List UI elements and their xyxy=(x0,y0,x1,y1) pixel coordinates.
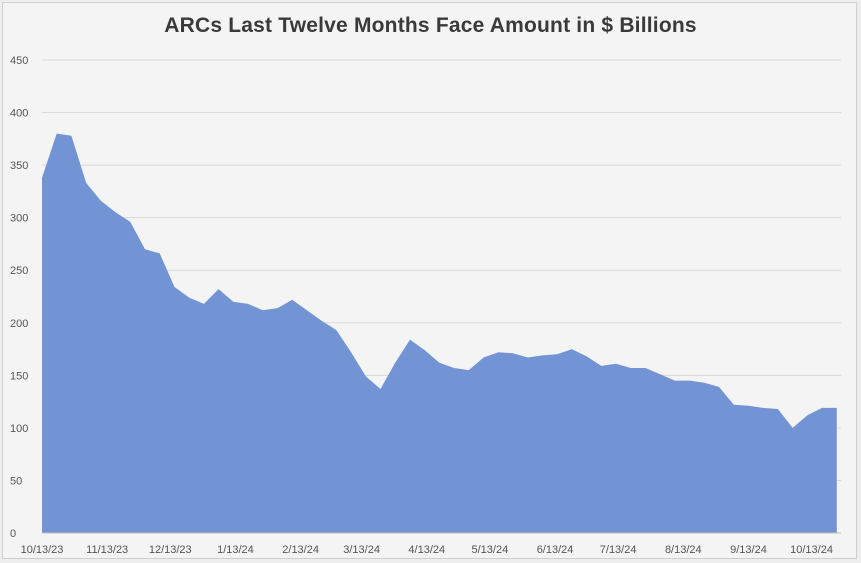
y-tick-label-150: 150 xyxy=(10,370,28,382)
x-tick-label: 3/13/24 xyxy=(343,544,380,556)
x-tick-label: 8/13/24 xyxy=(665,544,702,556)
y-tick-label-100: 100 xyxy=(10,423,28,435)
y-tick-label-250: 250 xyxy=(10,265,28,277)
y-tick-label-450: 450 xyxy=(10,55,28,67)
y-tick-label-50: 50 xyxy=(10,475,22,487)
area-series xyxy=(42,133,837,533)
y-tick-label-0: 0 xyxy=(10,528,16,540)
y-tick-label-350: 350 xyxy=(10,160,28,172)
x-tick-label: 4/13/24 xyxy=(408,544,445,556)
y-tick-label-300: 300 xyxy=(10,213,28,225)
y-tick-label-400: 400 xyxy=(10,108,28,120)
x-tick-label: 12/13/23 xyxy=(149,544,192,556)
chart-title: ARCs Last Twelve Months Face Amount in $… xyxy=(164,14,697,37)
y-tick-label-200: 200 xyxy=(10,318,28,330)
x-tick-label: 11/13/23 xyxy=(86,544,128,556)
x-tick-label: 7/13/24 xyxy=(600,544,637,556)
x-tick-label: 6/13/24 xyxy=(537,544,574,556)
x-tick-label: 10/13/23 xyxy=(21,544,64,556)
x-tick-label: 1/13/24 xyxy=(217,544,254,556)
x-tick-label: 2/13/24 xyxy=(282,544,319,556)
x-tick-label: 10/13/24 xyxy=(790,544,833,556)
x-tick-label: 9/13/24 xyxy=(730,544,767,556)
x-tick-label: 5/13/24 xyxy=(472,544,509,556)
